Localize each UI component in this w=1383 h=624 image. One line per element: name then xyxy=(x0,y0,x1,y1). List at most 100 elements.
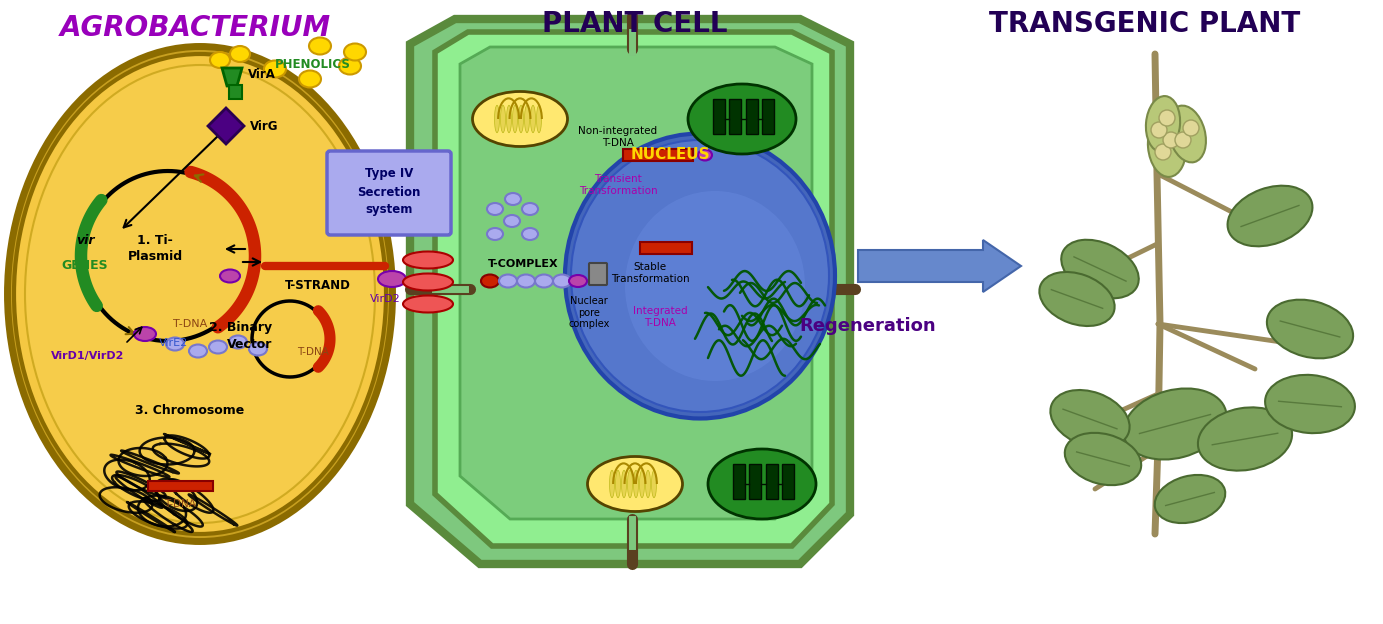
Ellipse shape xyxy=(553,275,571,288)
Ellipse shape xyxy=(535,275,553,288)
Ellipse shape xyxy=(698,150,712,160)
Ellipse shape xyxy=(531,105,535,133)
Ellipse shape xyxy=(687,84,797,154)
Ellipse shape xyxy=(1050,390,1130,448)
Ellipse shape xyxy=(14,54,386,534)
Text: T-COMPLEX: T-COMPLEX xyxy=(488,259,559,269)
Circle shape xyxy=(1163,132,1178,148)
Polygon shape xyxy=(409,19,851,564)
Ellipse shape xyxy=(495,105,499,133)
Bar xyxy=(622,149,693,161)
Ellipse shape xyxy=(210,52,230,68)
Text: 1. Ti-
Plasmid: 1. Ti- Plasmid xyxy=(127,235,183,263)
Ellipse shape xyxy=(513,105,517,133)
Ellipse shape xyxy=(571,140,828,412)
Ellipse shape xyxy=(25,65,375,523)
Ellipse shape xyxy=(1147,96,1180,152)
Ellipse shape xyxy=(651,470,657,498)
Text: PLANT CELL: PLANT CELL xyxy=(542,10,727,38)
Ellipse shape xyxy=(166,338,184,351)
Ellipse shape xyxy=(610,470,614,498)
Bar xyxy=(781,464,794,499)
Ellipse shape xyxy=(499,275,517,288)
Bar xyxy=(762,99,774,134)
Text: NUCLEUS: NUCLEUS xyxy=(631,147,709,162)
Ellipse shape xyxy=(402,296,454,313)
Text: Stable
Transformation: Stable Transformation xyxy=(611,262,689,283)
FancyBboxPatch shape xyxy=(326,151,451,235)
Bar xyxy=(745,99,758,134)
Ellipse shape xyxy=(378,271,407,287)
Text: Nuclear
pore
complex: Nuclear pore complex xyxy=(568,296,610,329)
Ellipse shape xyxy=(646,470,650,498)
Ellipse shape xyxy=(568,275,586,287)
Ellipse shape xyxy=(7,47,393,542)
Circle shape xyxy=(1151,122,1167,138)
Text: 3. Chromosome: 3. Chromosome xyxy=(136,404,245,417)
Text: VirD2: VirD2 xyxy=(369,294,400,304)
Text: 2. Binary
Vector: 2. Binary Vector xyxy=(209,321,272,351)
Ellipse shape xyxy=(339,57,361,74)
Text: Regeneration: Regeneration xyxy=(799,317,936,335)
Ellipse shape xyxy=(189,344,207,358)
Ellipse shape xyxy=(473,92,567,147)
Ellipse shape xyxy=(402,251,454,268)
Ellipse shape xyxy=(1228,186,1312,246)
Bar xyxy=(230,85,242,99)
Text: T-DNA: T-DNA xyxy=(173,319,207,329)
Text: VirA: VirA xyxy=(248,69,275,82)
Text: vir: vir xyxy=(76,234,94,247)
Ellipse shape xyxy=(230,336,248,348)
Ellipse shape xyxy=(1065,433,1141,485)
FancyArrow shape xyxy=(857,240,1021,292)
Polygon shape xyxy=(436,32,833,546)
Ellipse shape xyxy=(1169,105,1206,162)
Ellipse shape xyxy=(481,275,499,288)
Ellipse shape xyxy=(487,228,503,240)
Ellipse shape xyxy=(308,37,331,54)
Ellipse shape xyxy=(249,343,267,356)
Text: GENES: GENES xyxy=(62,259,108,272)
Ellipse shape xyxy=(1265,375,1355,433)
Circle shape xyxy=(1182,120,1199,136)
FancyBboxPatch shape xyxy=(589,263,607,285)
Text: PHENOLICS: PHENOLICS xyxy=(275,57,351,71)
Ellipse shape xyxy=(566,134,835,419)
Ellipse shape xyxy=(1061,240,1138,298)
Circle shape xyxy=(1159,110,1176,126)
Ellipse shape xyxy=(402,273,454,291)
Polygon shape xyxy=(207,108,243,144)
Ellipse shape xyxy=(519,105,524,133)
Text: VirD1/VirD2: VirD1/VirD2 xyxy=(51,351,124,361)
Polygon shape xyxy=(223,68,242,86)
Ellipse shape xyxy=(1148,115,1187,177)
Bar xyxy=(750,464,762,499)
Bar xyxy=(714,99,725,134)
Ellipse shape xyxy=(1267,300,1353,358)
Text: Integrated
T-DNA: Integrated T-DNA xyxy=(632,306,687,328)
Ellipse shape xyxy=(521,228,538,240)
Ellipse shape xyxy=(633,470,639,498)
Bar xyxy=(148,481,213,491)
Ellipse shape xyxy=(639,470,644,498)
Text: T-DNA: T-DNA xyxy=(297,347,329,357)
Text: VirG: VirG xyxy=(250,120,278,132)
Ellipse shape xyxy=(230,46,250,62)
Ellipse shape xyxy=(1198,407,1292,470)
Ellipse shape xyxy=(521,203,538,215)
Ellipse shape xyxy=(524,105,530,133)
Ellipse shape xyxy=(1123,389,1227,459)
Ellipse shape xyxy=(537,105,542,133)
Ellipse shape xyxy=(487,203,503,215)
Ellipse shape xyxy=(628,470,632,498)
Text: Non-integrated
T-DNA: Non-integrated T-DNA xyxy=(578,126,657,148)
Text: VirE2: VirE2 xyxy=(159,338,188,348)
Ellipse shape xyxy=(517,275,535,288)
Circle shape xyxy=(1176,132,1191,148)
Ellipse shape xyxy=(503,215,520,227)
Ellipse shape xyxy=(1155,475,1225,523)
Text: Type IV
Secretion
system: Type IV Secretion system xyxy=(357,167,420,217)
Ellipse shape xyxy=(264,61,286,77)
Ellipse shape xyxy=(220,270,241,283)
Text: T-STRAND: T-STRAND xyxy=(285,279,351,292)
